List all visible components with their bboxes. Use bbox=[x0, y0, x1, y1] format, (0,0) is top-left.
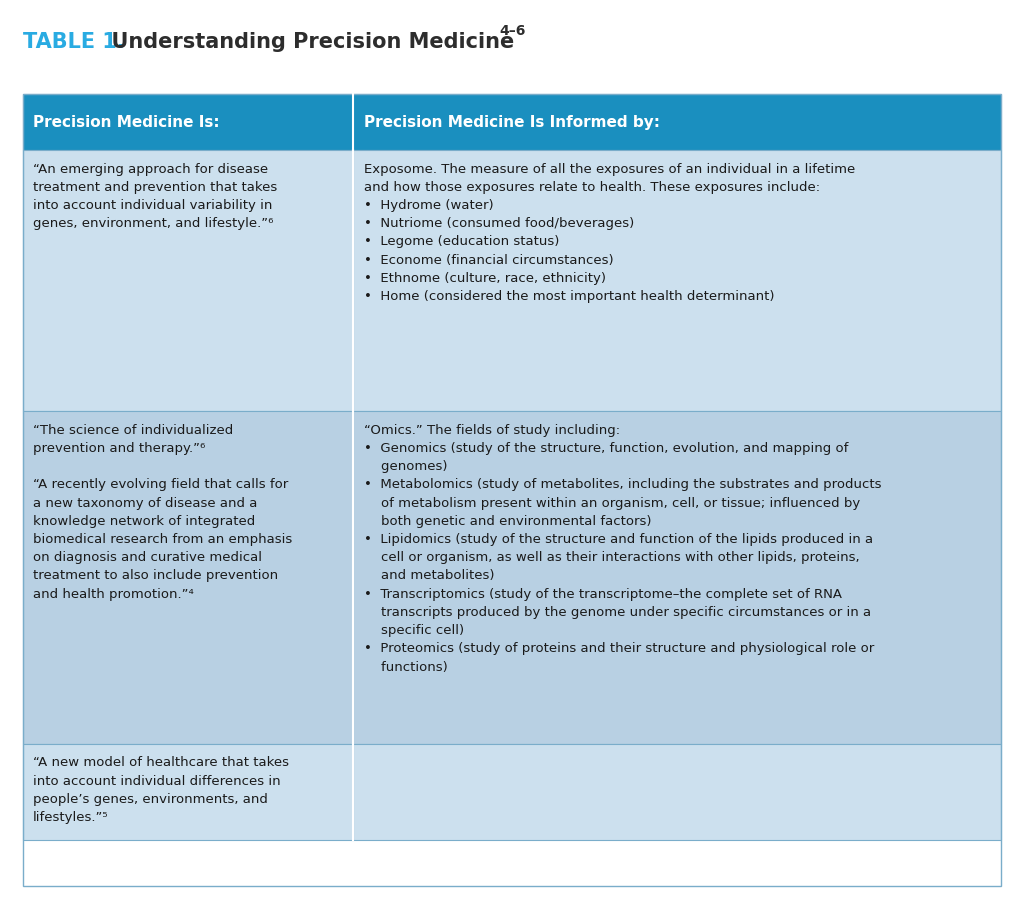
Text: •  Hydrome (water): • Hydrome (water) bbox=[364, 198, 494, 212]
Bar bbox=[23, 95, 1001, 886]
Text: and how those exposures relate to health. These exposures include:: and how those exposures relate to health… bbox=[364, 180, 820, 194]
Text: prevention and therapy.”⁶: prevention and therapy.”⁶ bbox=[33, 441, 205, 455]
Text: cell or organism, as well as their interactions with other lipids, proteins,: cell or organism, as well as their inter… bbox=[364, 550, 859, 564]
Text: •  Legome (education status): • Legome (education status) bbox=[364, 235, 559, 248]
Text: into account individual variability in: into account individual variability in bbox=[33, 198, 272, 212]
Text: on diagnosis and curative medical: on diagnosis and curative medical bbox=[33, 550, 262, 564]
Text: “A new model of healthcare that takes: “A new model of healthcare that takes bbox=[33, 756, 289, 769]
Text: people’s genes, environments, and: people’s genes, environments, and bbox=[33, 792, 267, 805]
Text: •  Transcriptomics (study of the transcriptome–the complete set of RNA: • Transcriptomics (study of the transcri… bbox=[364, 587, 842, 600]
Bar bbox=[23, 744, 353, 840]
Text: “A recently evolving field that calls for: “A recently evolving field that calls fo… bbox=[33, 478, 288, 491]
Text: “The science of individualized: “The science of individualized bbox=[33, 423, 233, 437]
Text: of metabolism present within an organism, cell, or tissue; influenced by: of metabolism present within an organism… bbox=[364, 496, 860, 509]
Text: genes, environment, and lifestyle.”⁶: genes, environment, and lifestyle.”⁶ bbox=[33, 216, 273, 230]
Text: Precision Medicine Is Informed by:: Precision Medicine Is Informed by: bbox=[364, 115, 659, 130]
Text: Precision Medicine Is:: Precision Medicine Is: bbox=[33, 115, 219, 130]
Text: both genetic and environmental factors): both genetic and environmental factors) bbox=[364, 514, 651, 528]
Text: knowledge network of integrated: knowledge network of integrated bbox=[33, 514, 255, 528]
Text: functions): functions) bbox=[364, 659, 447, 673]
Bar bbox=[353, 411, 1001, 744]
Text: “Omics.” The fields of study including:: “Omics.” The fields of study including: bbox=[364, 423, 620, 437]
Text: TABLE 1.: TABLE 1. bbox=[23, 32, 124, 51]
Text: genomes): genomes) bbox=[364, 460, 447, 473]
Text: •  Metabolomics (study of metabolites, including the substrates and products: • Metabolomics (study of metabolites, in… bbox=[364, 478, 881, 491]
Text: •  Nutriome (consumed food/beverages): • Nutriome (consumed food/beverages) bbox=[364, 216, 634, 230]
Text: treatment and prevention that takes: treatment and prevention that takes bbox=[33, 180, 278, 194]
Text: specific cell): specific cell) bbox=[364, 623, 464, 637]
Text: a new taxonomy of disease and a: a new taxonomy of disease and a bbox=[33, 496, 257, 509]
Text: •  Econome (financial circumstances): • Econome (financial circumstances) bbox=[364, 253, 613, 266]
Bar bbox=[23, 411, 353, 744]
Bar bbox=[23, 95, 1001, 151]
Text: •  Ethnome (culture, race, ethnicity): • Ethnome (culture, race, ethnicity) bbox=[364, 272, 605, 284]
Text: and metabolites): and metabolites) bbox=[364, 569, 495, 582]
Bar bbox=[353, 151, 1001, 411]
Text: 4–6: 4–6 bbox=[500, 24, 526, 39]
Text: into account individual differences in: into account individual differences in bbox=[33, 774, 281, 787]
Text: biomedical research from an emphasis: biomedical research from an emphasis bbox=[33, 532, 292, 546]
Text: Understanding Precision Medicine: Understanding Precision Medicine bbox=[97, 32, 514, 51]
Text: •  Lipidomics (study of the structure and function of the lipids produced in a: • Lipidomics (study of the structure and… bbox=[364, 532, 872, 546]
Text: •  Proteomics (study of proteins and their structure and physiological role or: • Proteomics (study of proteins and thei… bbox=[364, 641, 873, 655]
Text: treatment to also include prevention: treatment to also include prevention bbox=[33, 569, 278, 582]
Text: transcripts produced by the genome under specific circumstances or in a: transcripts produced by the genome under… bbox=[364, 605, 870, 618]
Text: •  Genomics (study of the structure, function, evolution, and mapping of: • Genomics (study of the structure, func… bbox=[364, 441, 848, 455]
Text: and health promotion.”⁴: and health promotion.”⁴ bbox=[33, 587, 194, 600]
Bar bbox=[23, 151, 353, 411]
Text: lifestyles.”⁵: lifestyles.”⁵ bbox=[33, 810, 109, 824]
Text: •  Home (considered the most important health determinant): • Home (considered the most important he… bbox=[364, 290, 774, 303]
Text: “An emerging approach for disease: “An emerging approach for disease bbox=[33, 162, 268, 175]
Bar bbox=[353, 744, 1001, 840]
Text: Exposome. The measure of all the exposures of an individual in a lifetime: Exposome. The measure of all the exposur… bbox=[364, 162, 855, 175]
